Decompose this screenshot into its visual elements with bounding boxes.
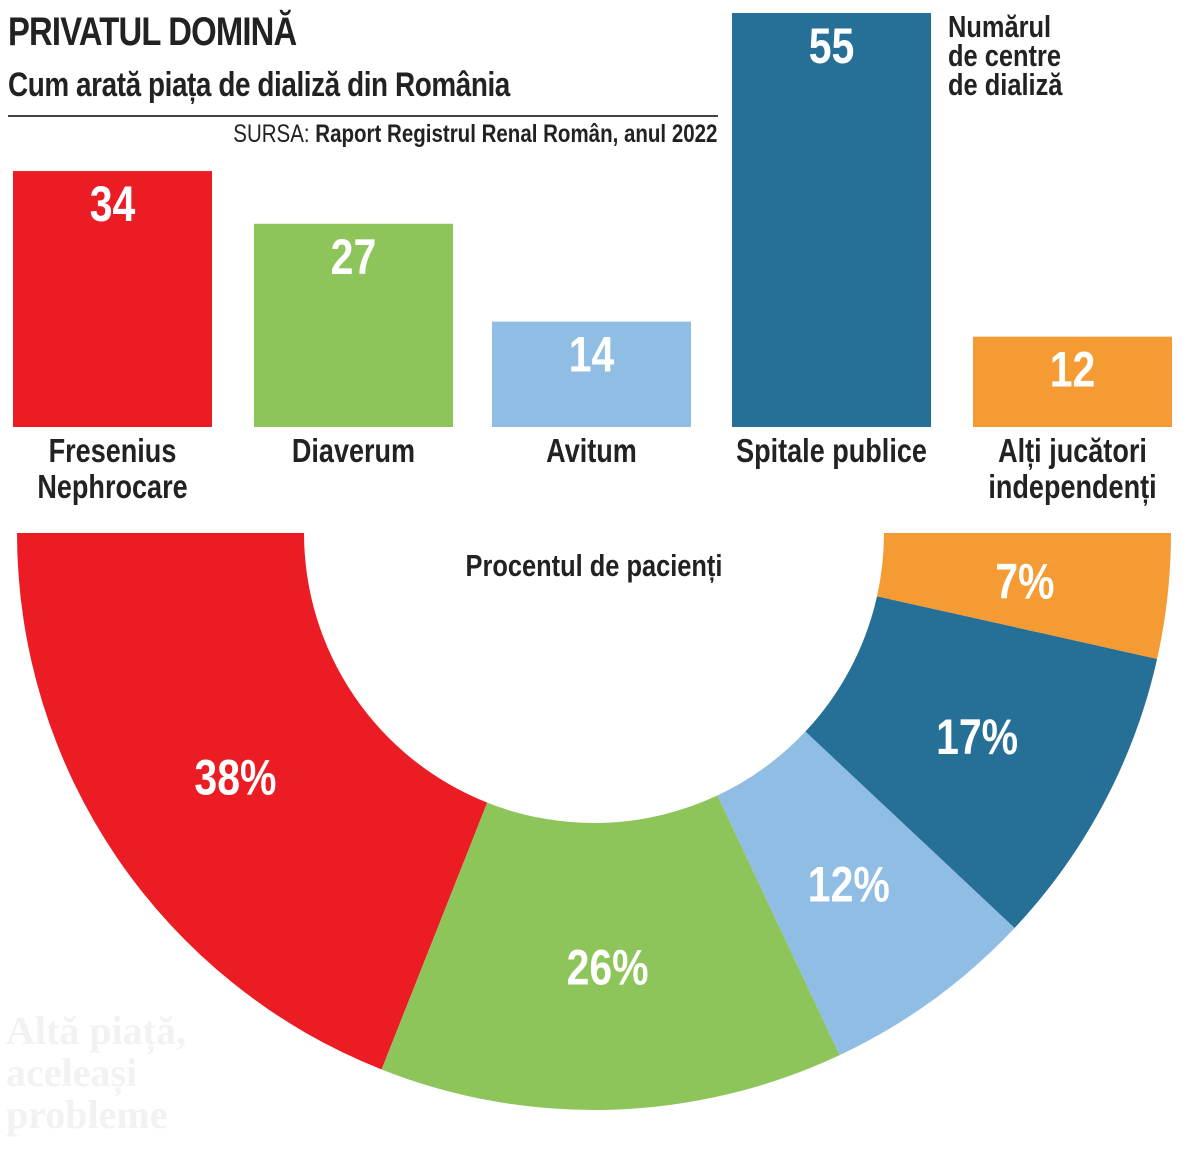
donut-value-diaverum: 26% <box>567 939 649 995</box>
bar-value-diaverum: 27 <box>331 229 377 285</box>
donut-slice-altii <box>877 533 1171 659</box>
bar-category-label-spitale: Spitale publice <box>736 434 927 470</box>
chart-subtitle: Cum arată piața de dializă din România <box>8 66 510 104</box>
donut-value-spitale: 17% <box>936 709 1018 765</box>
bar-altii <box>973 336 1172 427</box>
source-line: SURSA: Raport Registrul Renal Român, anu… <box>233 120 717 149</box>
bar-chart-note: Numărul de centre de dializă <box>948 9 1063 102</box>
donut-slice-diaverum <box>381 795 840 1110</box>
watermark: Altă piață, aceleași probleme <box>6 1008 186 1137</box>
bar-category-label-fresenius: Nephrocare <box>37 470 187 506</box>
half-donut-chart: 38% 26% 12% 17% 7% Procentul de pacienți <box>17 533 1171 1110</box>
bar-spitale <box>732 13 931 427</box>
header-divider <box>8 115 718 117</box>
bar-value-fresenius: 34 <box>90 176 136 232</box>
bar-category-label-fresenius: Fresenius <box>49 434 177 470</box>
bar-avitum <box>492 321 691 427</box>
donut-center-label: Procentul de pacienți <box>466 549 723 584</box>
bar-value-avitum: 14 <box>569 327 615 383</box>
donut-value-avitum: 12% <box>808 857 890 913</box>
source-lead: SURSA: <box>232 120 315 148</box>
bar-value-spitale: 55 <box>809 18 855 74</box>
bar-category-label-diaverum: Diaverum <box>292 434 415 470</box>
bar-diaverum <box>254 223 453 427</box>
bar-category-label-avitum: Avitum <box>546 434 637 470</box>
source-text: Raport Registrul Renal Român, anul 2022 <box>314 120 717 148</box>
bar-fresenius <box>13 171 212 427</box>
bar-category-label-altii: independenți <box>988 470 1156 506</box>
bar-category-label-altii: Alți jucători <box>998 434 1147 470</box>
donut-slice-avitum <box>717 731 1015 1056</box>
donut-value-fresenius: 38% <box>194 750 276 806</box>
donut-value-altii: 7% <box>995 554 1054 610</box>
donut-slice-fresenius <box>17 533 488 1070</box>
bar-value-altii: 12 <box>1050 342 1096 398</box>
donut-slice-spitale <box>805 596 1158 928</box>
chart-title: PRIVATUL DOMINĂ <box>8 10 297 54</box>
